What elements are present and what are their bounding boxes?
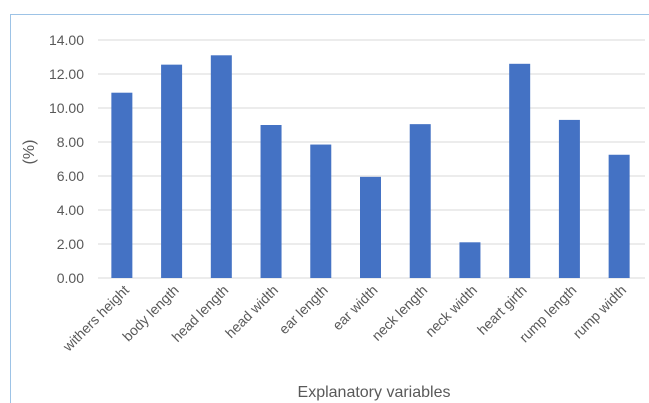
bar-neck-length (409, 124, 431, 279)
y-tick-label: 6.00 (57, 168, 84, 184)
bars (111, 55, 630, 279)
bar-head-width (260, 125, 282, 278)
x-tick-label: head width (222, 282, 281, 341)
y-tick-label: 14.00 (49, 32, 84, 48)
chart-frame-top-edge (10, 14, 649, 15)
bar-withers-height (111, 92, 133, 278)
y-tick-label: 8.00 (57, 134, 84, 150)
y-tick-labels: 0.00 2.00 4.00 6.00 8.00 10.00 12.00 14.00 (49, 32, 84, 286)
x-tick-label: ear length (276, 282, 331, 337)
bar-rump-width (608, 154, 630, 278)
y-axis-title: (%) (21, 140, 38, 165)
bar-ear-length (310, 144, 332, 278)
x-tick-label: withers height (59, 282, 132, 355)
bar-rump-length (558, 119, 580, 279)
y-tick-label: 12.00 (49, 66, 84, 82)
bar-body-length (161, 64, 183, 279)
y-tick-label: 0.00 (57, 270, 84, 286)
y-tick-label: 2.00 (57, 236, 84, 252)
y-tick-label: 10.00 (49, 100, 84, 116)
bar-neck-width (459, 242, 481, 278)
x-axis-title: Explanatory variables (298, 384, 451, 401)
chart-frame-left-edge (10, 14, 11, 403)
bar-head-length (210, 55, 232, 278)
bar-heart-girth (509, 63, 531, 278)
x-tick-label: neck width (422, 282, 480, 340)
bar-ear-width (360, 176, 381, 278)
y-tick-label: 4.00 (57, 202, 84, 218)
x-tick-label: ear width (329, 282, 380, 333)
x-tick-label: rump width (570, 282, 630, 342)
